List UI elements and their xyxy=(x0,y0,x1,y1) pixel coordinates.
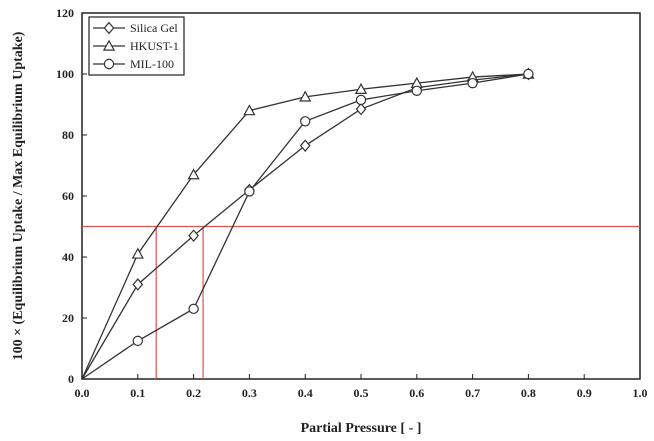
x-tick-label: 0.7 xyxy=(465,386,480,400)
x-tick-label: 0.5 xyxy=(354,386,369,400)
data-point-mil-100 xyxy=(188,303,199,315)
legend-label-mil-100: MIL-100 xyxy=(130,57,174,71)
data-point-mil-100 xyxy=(300,116,311,127)
data-point-hkust-1 xyxy=(299,90,312,102)
y-tick-label: 0 xyxy=(68,372,74,386)
data-point-mil-100 xyxy=(244,186,255,197)
x-tick-label: 0.2 xyxy=(186,386,201,400)
data-point-mil-100 xyxy=(132,335,143,347)
x-tick-label: 0.9 xyxy=(577,386,592,400)
y-tick-label: 20 xyxy=(62,311,74,325)
y-tick-label: 80 xyxy=(62,128,74,142)
legend-marker-mil-100 xyxy=(103,58,115,70)
data-point-mil-100 xyxy=(523,68,534,80)
data-point-silica-gel xyxy=(355,102,367,116)
legend-marker-silica-gel xyxy=(103,21,115,35)
x-tick-label: 1.0 xyxy=(633,386,648,400)
x-tick-label: 0.6 xyxy=(409,386,424,400)
legend-label-hkust-1: HKUST-1 xyxy=(130,39,179,53)
data-point-mil-100 xyxy=(411,85,422,96)
reference-lines xyxy=(82,225,640,379)
data-point-silica-gel xyxy=(132,278,144,291)
x-axis-title: Partial Pressure [ - ] xyxy=(301,421,422,436)
data-point-silica-gel xyxy=(299,139,311,153)
y-axis-title: 100 × (Equilibrium Uptake / Max Equilibr… xyxy=(11,31,26,360)
legend-label-silica-gel: Silica Gel xyxy=(130,21,178,35)
x-tick-label: 0.4 xyxy=(298,386,313,400)
x-tick-label: 0.3 xyxy=(242,386,257,400)
y-tick-label: 40 xyxy=(62,250,74,264)
data-point-silica-gel xyxy=(188,229,199,242)
x-tick-label: 0.8 xyxy=(521,386,536,400)
legend: Silica Gel HKUST-1 MIL-100 xyxy=(88,16,185,76)
y-tick-label: 60 xyxy=(62,189,74,203)
x-tick-label: 0.1 xyxy=(130,386,145,400)
y-tick-label: 100 xyxy=(56,67,74,81)
x-tick-label: 0.0 xyxy=(75,386,90,400)
data-point-hkust-1 xyxy=(354,82,368,94)
series-layer xyxy=(81,67,535,380)
data-point-hkust-1 xyxy=(243,104,256,116)
data-point-mil-100 xyxy=(467,77,478,89)
axis-ticks: 0.0 0.1 0.2 0.3 0.4 0.5 0.6 0.7 0.8 0.9 1.0 0 20 40 60… xyxy=(56,6,648,400)
y-tick-label: 120 xyxy=(56,6,74,20)
data-point-mil-100 xyxy=(355,94,367,106)
data-point-hkust-1 xyxy=(131,247,144,259)
legend-marker-hkust-1 xyxy=(102,39,116,51)
data-point-hkust-1 xyxy=(187,168,200,180)
